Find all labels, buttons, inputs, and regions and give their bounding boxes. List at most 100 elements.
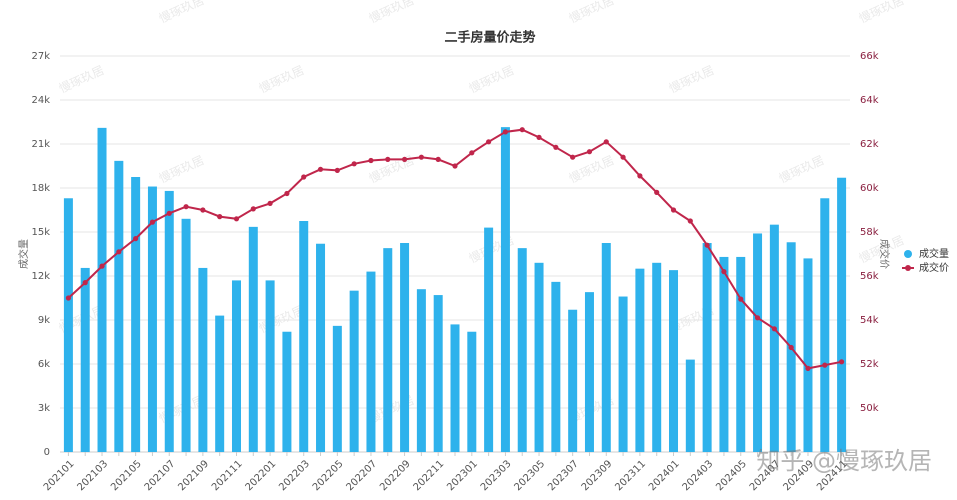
bar	[837, 177, 847, 452]
bar	[635, 268, 645, 452]
bar	[467, 331, 477, 452]
line-point	[620, 154, 626, 160]
x-tick-label: 202311	[613, 458, 648, 493]
bar	[80, 267, 90, 452]
y2-tick-label: 62k	[860, 139, 879, 150]
bar	[685, 359, 695, 452]
bar	[282, 331, 292, 452]
bar	[500, 127, 510, 452]
bar	[652, 262, 662, 452]
x-tick-label: 202203	[277, 458, 312, 493]
y-tick-label: 21k	[31, 139, 50, 150]
legend-label: 成交价	[919, 261, 949, 274]
line-point	[149, 219, 156, 225]
bar	[517, 248, 527, 452]
bar	[248, 226, 258, 452]
line-point	[385, 156, 391, 162]
watermark: 慢琢玖居	[157, 0, 206, 26]
credit: 知乎 @慢琢玖居	[756, 447, 932, 475]
bar	[383, 248, 393, 452]
bar	[753, 233, 763, 452]
bar	[400, 243, 410, 452]
line-point	[82, 280, 88, 286]
watermark: 慢琢玖居	[157, 153, 206, 186]
y-tick-label: 6k	[38, 359, 50, 370]
line-point	[166, 210, 172, 216]
x-tick-label: 202401	[647, 458, 682, 493]
bar	[114, 160, 124, 452]
bar	[568, 309, 578, 452]
bar	[164, 190, 174, 452]
x-tick-label: 202111	[210, 458, 245, 493]
line-point	[99, 263, 105, 269]
x-tick-label: 202309	[580, 458, 615, 493]
line-point	[267, 200, 273, 206]
x-tick-label: 202301	[445, 458, 480, 493]
x-tick-label: 202207	[344, 458, 379, 493]
y-tick-label: 24k	[31, 95, 50, 106]
line-point	[670, 207, 677, 213]
line-point	[133, 236, 139, 242]
y-tick-label: 9k	[38, 315, 50, 326]
bar	[803, 258, 813, 452]
chart-title: 二手房量价走势	[444, 30, 535, 46]
line-point	[570, 154, 576, 160]
y2-tick-label: 56k	[860, 271, 879, 282]
bar	[147, 186, 157, 453]
y2-tick-label: 58k	[860, 227, 879, 238]
line-point	[687, 218, 693, 224]
bar	[198, 267, 208, 452]
x-tick-label: 202307	[546, 458, 581, 493]
bar	[702, 243, 712, 452]
line-point	[519, 127, 525, 133]
line-point	[502, 129, 509, 135]
bar	[484, 227, 494, 452]
watermark: 慢琢玖居	[257, 303, 306, 336]
watermark: 慢琢玖居	[777, 153, 826, 186]
x-tick-label: 202403	[681, 458, 716, 493]
y2-axis-title: 成交价	[878, 239, 891, 269]
x-tick-label: 202305	[513, 458, 548, 493]
line-point	[334, 167, 340, 173]
bar	[534, 262, 544, 452]
watermark: 慢琢玖居	[57, 63, 106, 96]
line-point	[317, 166, 324, 172]
bar	[131, 177, 141, 452]
bar	[63, 198, 73, 452]
line-point	[418, 154, 424, 160]
line-point	[401, 156, 408, 162]
bar	[349, 290, 359, 452]
y-tick-label: 15k	[31, 227, 50, 238]
line-point	[469, 150, 475, 156]
legend-marker	[904, 250, 912, 258]
line-point	[435, 156, 441, 162]
bar	[416, 289, 426, 452]
line-point	[116, 249, 122, 255]
y2-tick-label: 50k	[860, 403, 879, 414]
x-tick-label: 202211	[412, 458, 447, 493]
y-tick-label: 3k	[38, 403, 50, 414]
y-tick-label: 0	[44, 447, 50, 458]
line-point	[603, 139, 609, 145]
x-tick-label: 202101	[42, 458, 77, 493]
y-axis-title: 成交量	[17, 239, 30, 269]
y-tick-label: 12k	[31, 271, 50, 282]
line-point	[250, 206, 256, 212]
line-point	[838, 359, 845, 365]
line-point	[217, 214, 223, 220]
y2-tick-label: 64k	[860, 95, 879, 106]
line-point	[200, 207, 206, 213]
watermark: 慢琢玖居	[667, 63, 716, 96]
line-point	[183, 204, 189, 210]
line-point	[822, 362, 828, 368]
watermark: 慢琢玖居	[257, 63, 306, 96]
bar	[769, 224, 779, 452]
line-point	[586, 149, 593, 155]
x-tick-label: 202109	[176, 458, 211, 493]
line-point	[536, 134, 542, 140]
line-point	[637, 173, 643, 179]
bar	[551, 281, 561, 452]
line-point	[654, 189, 660, 195]
bar	[719, 256, 729, 452]
line-point	[553, 144, 559, 150]
